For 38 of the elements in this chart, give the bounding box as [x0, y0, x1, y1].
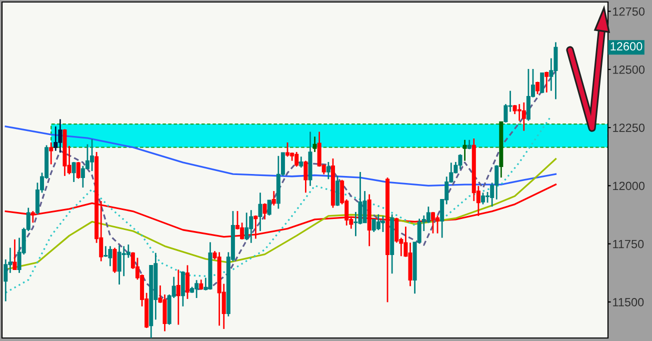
- candlestick: [180, 270, 185, 308]
- candlestick: [185, 264, 190, 300]
- candlestick: [272, 190, 276, 206]
- candlestick: [112, 247, 117, 274]
- candlestick: [380, 215, 385, 233]
- candlestick: [462, 139, 467, 162]
- text: 12600: [610, 42, 642, 51]
- candlestick: [54, 126, 58, 152]
- candlestick: [72, 161, 76, 183]
- line-series: [4, 126, 557, 187]
- candlestick: [540, 72, 544, 94]
- y-tick-label: 11500: [613, 298, 644, 306]
- y-tick-label: 11750: [613, 240, 644, 248]
- candlestick: [176, 268, 180, 326]
- candlestick: [326, 161, 330, 180]
- candlestick: [244, 212, 249, 241]
- candlestick: [126, 244, 130, 258]
- candlestick: [285, 142, 290, 158]
- y-tick-label: 12500: [613, 65, 645, 74]
- candlestick: [536, 81, 540, 95]
- line-series: [4, 115, 552, 294]
- candlestick: [76, 161, 80, 180]
- y-tick-label: 12250: [613, 124, 645, 132]
- candlestick: [262, 202, 267, 220]
- candlestick: [299, 156, 304, 168]
- candlestick: [49, 142, 54, 165]
- candlestick: [4, 258, 8, 302]
- candlestick: [104, 245, 108, 258]
- candlestick: [544, 71, 549, 94]
- candlestick: [258, 192, 262, 232]
- candlestick: [522, 102, 526, 132]
- y-tick-label: 12750: [613, 7, 645, 16]
- y-tick-label: 12000: [613, 182, 645, 190]
- candlestick: [267, 199, 272, 216]
- candlestick: [426, 206, 430, 224]
- candlestick: [304, 160, 308, 194]
- candlestick: [312, 136, 317, 153]
- candlestick: [12, 238, 17, 270]
